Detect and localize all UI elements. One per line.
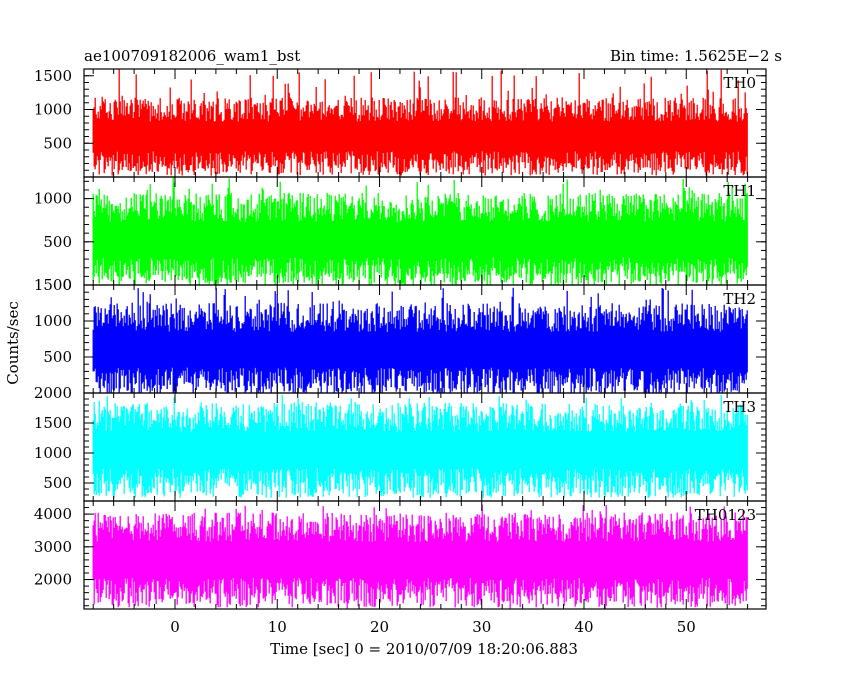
x-tick-label: 20: [370, 618, 389, 636]
panel-label-th1: TH1: [723, 182, 756, 200]
y-tick-label: 1000: [34, 101, 72, 119]
y-tick-label: 1500: [34, 414, 72, 432]
panel-th2: 500 1000 1500 TH2: [34, 276, 767, 394]
y-tick-label: 500: [43, 233, 72, 251]
series-th0123-line: [92, 504, 748, 609]
panel-label-th0123: TH0123: [695, 506, 756, 524]
chart-title-left: ae100709182006_wam1_bst: [84, 47, 300, 65]
x-tick-label: 50: [677, 618, 696, 636]
y-tick-label: 2000: [34, 571, 72, 589]
x-tick-label: 0: [170, 618, 180, 636]
x-tick-label: 10: [268, 618, 287, 636]
panel-frame: [83, 500, 767, 610]
panel-label-th2: TH2: [723, 290, 756, 308]
y-tick-label: 1500: [34, 67, 72, 85]
y-tick-label: 1500: [34, 276, 72, 294]
panel-label-th3: TH3: [723, 398, 756, 416]
x-axis-label: Time [sec] 0 = 2010/07/09 18:20:06.883: [270, 640, 578, 658]
panel-th0123: 2000 3000 4000 TH0123: [34, 500, 767, 610]
y-tick-label: 1000: [34, 444, 72, 462]
series-th2-line: [92, 287, 748, 393]
y-tick-label: 1000: [34, 312, 72, 330]
x-tick-label: 30: [472, 618, 491, 636]
series-th1-line: [92, 177, 748, 285]
panel-th3: 500 1000 1500 2000 TH3: [34, 384, 767, 502]
y-tick-label: 4000: [34, 505, 72, 523]
panel-th1: 0 500 1000 TH1: [34, 176, 767, 294]
y-tick-label: 0: [62, 276, 72, 294]
series-th0-line: [92, 69, 748, 176]
y-tick-label: 1000: [34, 190, 72, 208]
chart-title-right: Bin time: 1.5625E−2 s: [610, 47, 782, 65]
y-tick-label: 3000: [34, 538, 72, 556]
y-tick-label: 500: [43, 474, 72, 492]
series-th3-line: [92, 394, 748, 498]
y-tick-label: 500: [43, 134, 72, 152]
y-tick-label: 500: [43, 348, 72, 366]
panel-th0: 500 1000 1500 TH0: [34, 67, 767, 178]
x-axis: 0 10 20 30 40 50: [170, 618, 696, 636]
y-tick-label: 2000: [34, 384, 72, 402]
panel-label-th0: TH0: [723, 74, 756, 92]
x-tick-label: 40: [574, 618, 593, 636]
y-axis-label: Counts/sec: [4, 301, 22, 385]
